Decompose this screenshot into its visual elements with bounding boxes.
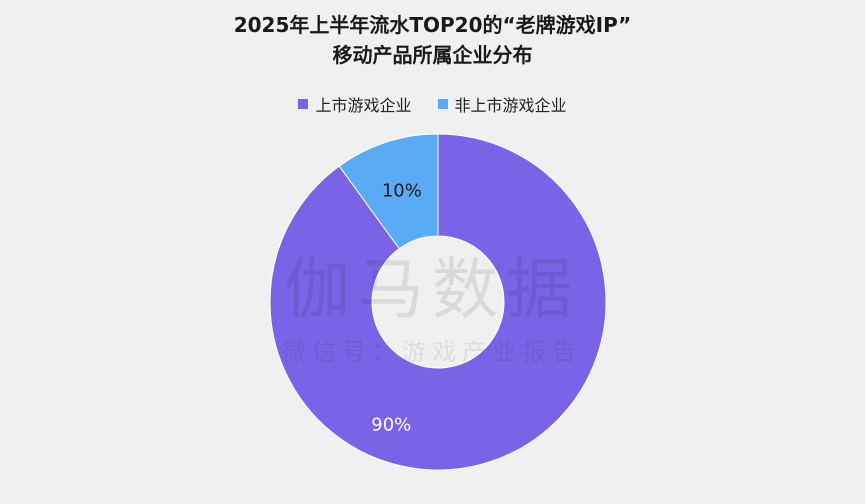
chart-title-line-2: 移动产品所属企业分布 — [332, 43, 533, 67]
donut-slice-1 — [338, 133, 439, 250]
slice-value-label-1: 10% — [382, 181, 422, 202]
legend-item-unlisted: 非上市游戏企业 — [437, 92, 567, 116]
donut-slice-0 — [269, 133, 607, 471]
chart-legend: 上市游戏企业 非上市游戏企业 — [0, 92, 865, 116]
chart-title-line-1: 2025年上半年流水TOP20的“老牌游戏IP” — [233, 13, 632, 37]
watermark-sub-text: 微信号：游戏产业报告 — [282, 338, 582, 366]
watermark-main-text: 伽马数据 — [284, 251, 580, 328]
legend-item-listed: 上市游戏企业 — [298, 92, 412, 116]
donut-slice-labels: 90% 10% — [371, 181, 422, 436]
chart-title: 2025年上半年流水TOP20的“老牌游戏IP” 移动产品所属企业分布 — [0, 10, 865, 70]
slice-value-label-0: 90% — [371, 414, 411, 435]
donut-slices — [269, 133, 607, 471]
legend-swatch-unlisted — [437, 99, 448, 109]
legend-label-listed: 上市游戏企业 — [315, 96, 412, 115]
watermark: 伽马数据 微信号：游戏产业报告 — [282, 251, 582, 366]
legend-swatch-listed — [298, 99, 309, 109]
legend-label-unlisted: 非上市游戏企业 — [454, 96, 567, 115]
